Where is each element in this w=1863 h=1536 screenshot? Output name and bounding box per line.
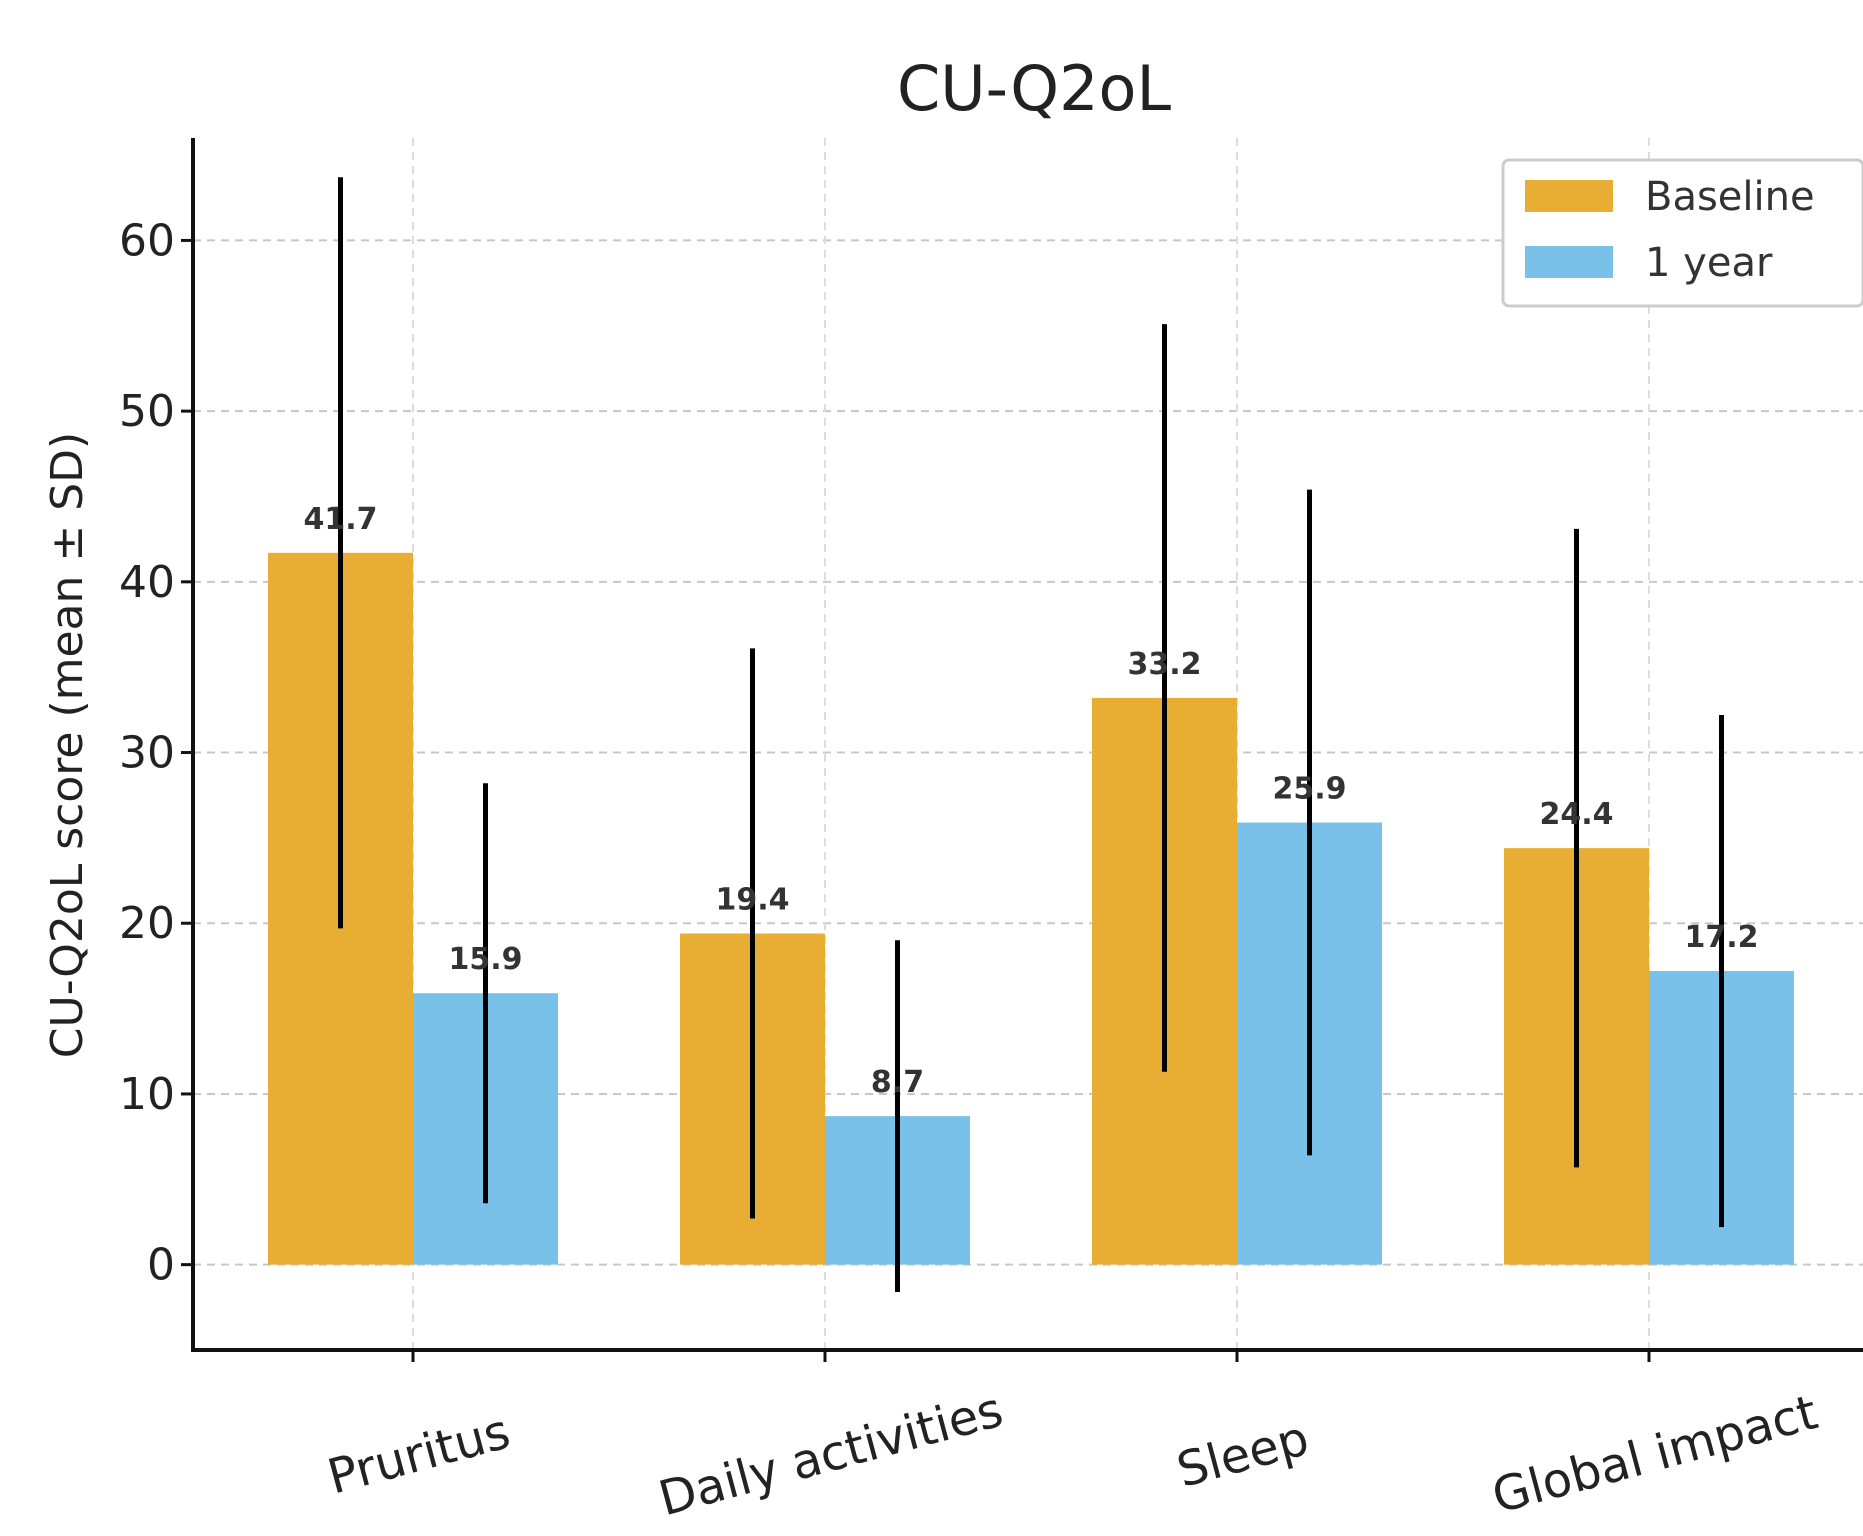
legend: Baseline 1 year xyxy=(1501,158,1863,308)
y-tick-label: 40 xyxy=(119,557,175,608)
data-label: 33.2 xyxy=(1127,647,1201,682)
data-label: 25.9 xyxy=(1272,772,1346,807)
y-tick-label: 60 xyxy=(119,215,175,266)
x-tick-label: Global impact xyxy=(1487,1384,1824,1524)
data-label: 19.4 xyxy=(715,882,789,917)
data-label: 24.4 xyxy=(1539,797,1613,832)
data-labels: 41.7 19.4 33.2 24.4 15.9 8.7 25.9 17.2 xyxy=(303,502,1758,1100)
x-tick-label: Pruritus xyxy=(322,1403,516,1505)
data-label: 8.7 xyxy=(871,1065,924,1100)
legend-swatch xyxy=(1525,180,1613,212)
x-tick-label: Sleep xyxy=(1171,1410,1314,1499)
data-label: 17.2 xyxy=(1684,920,1758,955)
legend-label: Baseline xyxy=(1645,174,1815,220)
x-tick-label: Daily activities xyxy=(653,1382,1009,1527)
y-tick-label: 20 xyxy=(119,898,175,949)
y-axis-label: CU-Q2oL score (mean ± SD) xyxy=(42,432,93,1058)
bars xyxy=(268,552,1794,1265)
y-tick-label: 0 xyxy=(147,1240,175,1291)
data-label: 41.7 xyxy=(303,502,377,537)
chart-title: CU-Q2oL xyxy=(897,52,1171,125)
y-tick-label: 10 xyxy=(119,1069,175,1120)
y-tick-label: 30 xyxy=(119,728,175,779)
data-label: 15.9 xyxy=(448,942,522,977)
y-tick-label: 50 xyxy=(119,386,175,437)
legend-swatch xyxy=(1525,246,1613,278)
legend-label: 1 year xyxy=(1645,240,1773,286)
axes xyxy=(191,138,1863,1352)
error-bars xyxy=(338,177,1724,1292)
